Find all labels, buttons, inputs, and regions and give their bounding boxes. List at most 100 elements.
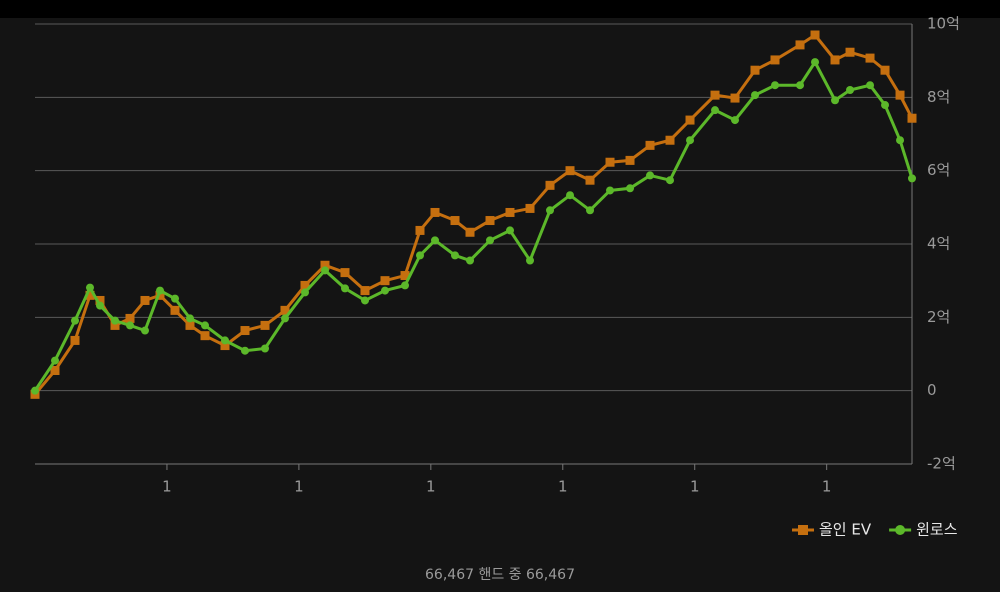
y-tick-label: 6억 (927, 161, 950, 179)
marker (646, 171, 655, 180)
marker (750, 65, 760, 75)
legend-marker (798, 525, 808, 535)
marker (865, 53, 875, 63)
y-tick-label: 4억 (927, 235, 950, 253)
marker (626, 184, 635, 193)
marker (711, 106, 720, 115)
marker (686, 136, 695, 145)
marker (220, 341, 230, 351)
marker (241, 346, 250, 355)
marker (565, 166, 575, 176)
marker (605, 157, 615, 167)
marker (566, 191, 575, 200)
x-tick-label: 1 (690, 478, 700, 496)
marker (645, 140, 655, 150)
marker (666, 176, 675, 185)
marker (465, 227, 475, 237)
marker (485, 216, 495, 226)
y-tick-label: 0 (927, 381, 937, 399)
marker (731, 116, 740, 125)
marker (730, 93, 740, 103)
series-line (33, 32, 914, 396)
marker (140, 295, 150, 305)
marker (845, 47, 855, 57)
marker (156, 286, 165, 295)
marker (831, 96, 840, 105)
marker (770, 55, 780, 65)
marker (125, 313, 135, 323)
marker (261, 344, 270, 353)
marker (506, 226, 515, 235)
marker (50, 366, 60, 375)
marker (830, 55, 840, 65)
y-tick-label: 10억 (927, 15, 960, 33)
marker (85, 290, 95, 300)
y-tick-label: 8억 (927, 88, 950, 106)
marker (240, 326, 250, 336)
marker (171, 294, 180, 303)
marker (586, 206, 595, 215)
marker (155, 290, 165, 300)
marker (400, 271, 410, 281)
marker (110, 316, 119, 325)
marker (895, 90, 905, 100)
marker (896, 136, 905, 145)
marker (300, 280, 310, 290)
x-tick-label: 1 (426, 478, 436, 496)
marker (811, 58, 820, 67)
marker (341, 284, 350, 293)
marker (430, 207, 440, 217)
marker (221, 336, 230, 345)
marker (185, 320, 195, 330)
x-tick-label: 1 (294, 478, 304, 496)
marker (381, 286, 390, 295)
marker (796, 81, 805, 90)
marker (321, 266, 330, 275)
marker (280, 314, 289, 323)
y-tick-label: -2억 (927, 455, 956, 473)
marker (771, 81, 780, 90)
marker (126, 321, 135, 330)
marker (795, 40, 805, 50)
marker (505, 207, 515, 217)
marker (200, 331, 210, 341)
x-tick-label: 1 (162, 478, 172, 496)
marker (401, 281, 410, 290)
marker (866, 81, 875, 90)
marker (200, 321, 209, 330)
marker (300, 288, 309, 297)
y-tick-label: 2억 (927, 308, 950, 326)
marker (70, 335, 80, 345)
marker (415, 225, 425, 235)
marker (280, 305, 290, 315)
marker (71, 316, 80, 325)
marker (31, 386, 39, 395)
x-tick-label: 1 (558, 478, 568, 496)
series-line (33, 59, 914, 392)
marker (95, 295, 105, 305)
marker (526, 256, 535, 265)
marker (360, 286, 370, 296)
marker (450, 216, 460, 226)
marker (545, 180, 555, 190)
marker (260, 320, 270, 330)
marker (810, 30, 820, 40)
marker (185, 314, 194, 323)
marker (880, 65, 890, 75)
marker (751, 91, 760, 100)
marker (416, 251, 425, 260)
marker (110, 320, 120, 330)
marker (451, 251, 460, 260)
marker (846, 86, 855, 94)
legend-label: 올인 EV (819, 521, 872, 539)
top-bar (0, 0, 1000, 18)
marker (340, 268, 350, 278)
marker (466, 256, 475, 265)
marker (431, 236, 440, 245)
marker (685, 115, 695, 125)
marker (486, 236, 495, 245)
marker (908, 174, 916, 183)
marker (95, 301, 104, 310)
marker (625, 155, 635, 165)
